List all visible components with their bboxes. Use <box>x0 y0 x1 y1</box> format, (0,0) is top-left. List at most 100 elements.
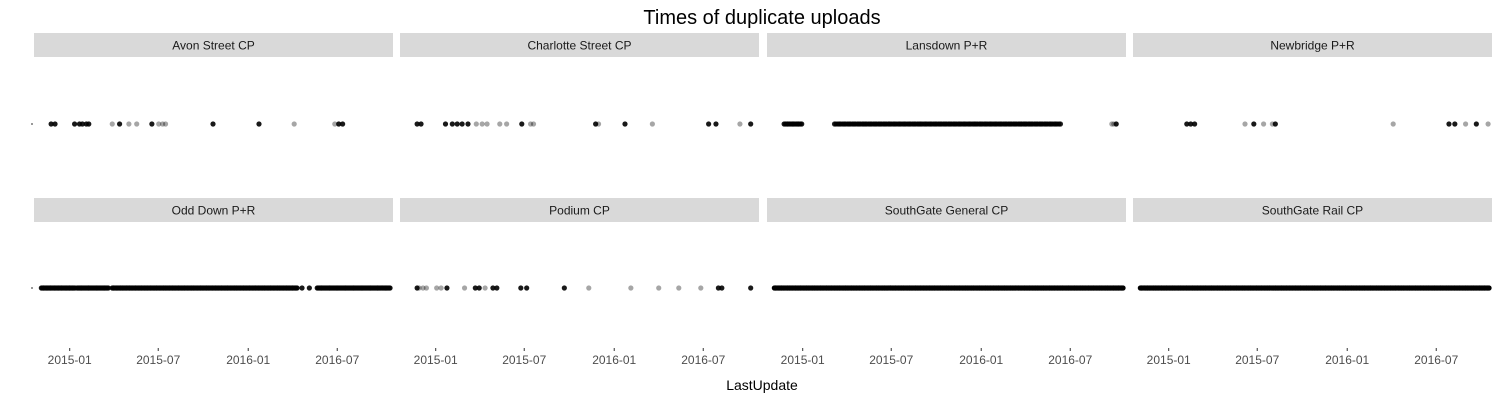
data-point <box>706 121 712 127</box>
data-point <box>72 121 78 127</box>
data-point <box>595 121 602 127</box>
facet-strip-label: Lansdown P+R <box>906 39 988 53</box>
facet-strip-label: Podium CP <box>549 204 610 218</box>
data-point <box>1486 285 1492 291</box>
data-point <box>438 285 444 291</box>
data-point <box>454 121 460 127</box>
data-point <box>1446 121 1452 127</box>
data-point <box>1251 121 1257 127</box>
data-point <box>414 121 420 127</box>
facet-panel: Odd Down P+R 2015-01 2015-07 2016-01 2016-07 <box>31 198 393 367</box>
facet-strip <box>1133 198 1492 222</box>
data-point <box>459 121 465 127</box>
data-point <box>622 121 628 127</box>
data-point <box>748 121 754 127</box>
data-point <box>737 121 743 127</box>
data-point <box>748 285 754 291</box>
data-point <box>472 285 478 291</box>
data-point <box>1120 285 1126 291</box>
data-point <box>79 121 86 127</box>
data-point <box>799 121 805 127</box>
x-tick-label: 2015-01 <box>781 353 825 367</box>
data-point <box>294 285 300 291</box>
data-point <box>593 121 599 127</box>
data-point <box>461 285 468 291</box>
data-point <box>1260 121 1267 127</box>
data-point <box>479 121 485 127</box>
data-point <box>1057 121 1064 127</box>
facet-panel: Podium CP 2015-01 2015-07 2016-01 2016-07 <box>400 198 759 367</box>
chart-title: Times of duplicate uploads <box>643 7 880 29</box>
data-point <box>586 285 592 291</box>
data-point <box>628 285 634 291</box>
data-point <box>1272 121 1278 127</box>
facet-panel: Avon Street CP <box>31 33 393 127</box>
data-point <box>418 121 424 127</box>
facet-panel: Newbridge P+R <box>1133 33 1492 127</box>
facet-strip-label: Odd Down P+R <box>172 204 256 218</box>
data-point <box>160 121 166 127</box>
x-tick-label: 2015-07 <box>869 353 913 367</box>
data-point <box>484 121 490 127</box>
x-tick-label: 2015-01 <box>414 353 458 367</box>
data-point <box>156 121 162 127</box>
data-point <box>332 121 338 127</box>
facet-strip-label: Newbridge P+R <box>1270 39 1355 53</box>
facet-panel: Charlotte Street CP <box>400 33 759 127</box>
facet-strip <box>34 33 393 57</box>
facet-strip-label: SouthGate Rail CP <box>1262 204 1363 218</box>
data-point <box>497 121 503 127</box>
data-point <box>48 121 54 127</box>
facet-strip <box>400 33 759 57</box>
data-point <box>504 121 510 127</box>
data-point <box>1023 121 1029 127</box>
data-point <box>465 121 471 127</box>
data-point <box>299 285 305 291</box>
data-point <box>149 121 155 127</box>
data-point <box>105 285 111 291</box>
data-point <box>126 121 132 127</box>
facet-panel: SouthGate Rail CP 2015-01 2015-07 2016-01 20… <box>1133 198 1492 367</box>
x-tick-label: 2015-01 <box>1147 353 1191 367</box>
data-point <box>444 285 450 291</box>
x-axis-label: LastUpdate <box>726 377 798 393</box>
facet-strip <box>767 198 1126 222</box>
data-point <box>420 285 426 291</box>
x-tick-label: 2015-07 <box>136 353 180 367</box>
facet-strip <box>400 198 759 222</box>
facet-strip-label: Charlotte Street CP <box>527 39 631 53</box>
data-point <box>306 285 312 291</box>
data-point <box>1452 121 1458 127</box>
data-point <box>434 285 440 291</box>
data-point <box>134 121 140 127</box>
data-point <box>656 285 662 291</box>
facet-strip <box>767 33 1126 57</box>
x-tick-label: 2016-01 <box>959 353 1003 367</box>
data-point <box>482 285 488 291</box>
data-point <box>256 121 262 127</box>
x-tick-label: 2016-01 <box>226 353 270 367</box>
data-point <box>649 121 655 127</box>
data-point <box>473 121 479 127</box>
data-point <box>530 121 537 127</box>
data-point <box>210 121 216 127</box>
data-point <box>414 285 420 291</box>
data-point <box>719 285 725 291</box>
data-point <box>442 121 449 127</box>
x-tick-label: 2016-07 <box>1414 353 1458 367</box>
data-point <box>561 285 567 291</box>
data-point <box>1192 121 1198 127</box>
data-point <box>291 121 297 127</box>
x-tick-label: 2016-07 <box>315 353 359 367</box>
data-point <box>1390 121 1396 127</box>
x-tick-label: 2016-07 <box>681 353 725 367</box>
data-point <box>1184 121 1190 127</box>
data-point <box>162 121 169 127</box>
facet-panel: Lansdown P+R <box>767 33 1126 127</box>
x-tick-label: 2015-07 <box>502 353 546 367</box>
data-point <box>1242 121 1248 127</box>
facet-strip <box>34 198 393 222</box>
data-point <box>519 121 525 127</box>
facet-strip-label: SouthGate General CP <box>885 204 1008 218</box>
